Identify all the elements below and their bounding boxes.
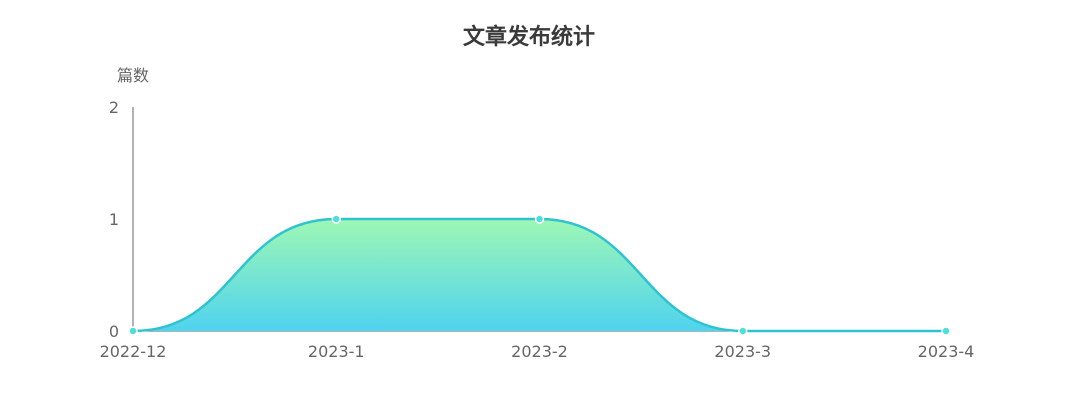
x-axis: 2022-12 2023-1 2023-2 2023-3 2023-4 <box>100 331 975 361</box>
chart-title: 文章发布统计 <box>463 24 595 50</box>
y-axis: 0 1 2 <box>109 98 133 341</box>
data-point <box>332 215 340 223</box>
y-tick-label: 1 <box>109 210 119 229</box>
area-fill <box>133 219 946 331</box>
y-tick-label: 2 <box>109 98 119 117</box>
y-axis-label: 篇数 <box>117 66 149 85</box>
x-tick-label: 2023-2 <box>511 342 568 361</box>
data-point <box>942 327 950 335</box>
y-tick-label: 0 <box>109 322 119 341</box>
data-point <box>739 327 747 335</box>
x-tick-label: 2023-3 <box>714 342 771 361</box>
data-point <box>129 327 137 335</box>
x-tick-label: 2023-1 <box>308 342 365 361</box>
x-tick-label: 2023-4 <box>918 342 975 361</box>
data-point <box>536 215 544 223</box>
x-tick-label: 2022-12 <box>100 342 167 361</box>
series-area <box>133 219 946 331</box>
